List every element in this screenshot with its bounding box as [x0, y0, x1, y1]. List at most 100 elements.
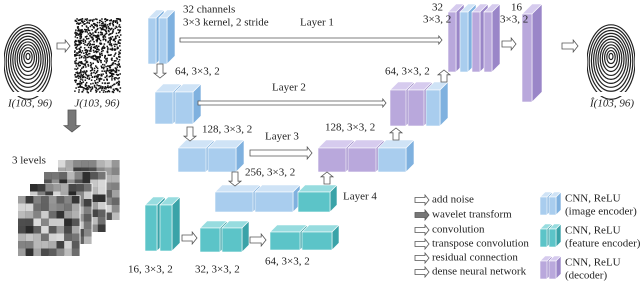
noise-dot — [95, 90, 98, 92]
noise-dot — [89, 70, 92, 72]
noise-dot — [75, 76, 78, 78]
noise-dot — [110, 38, 113, 40]
noise-dot — [107, 85, 109, 87]
wavelet-cell — [111, 197, 120, 205]
block-front — [214, 191, 254, 213]
noise-dot — [119, 65, 121, 68]
wavelet-cell — [104, 160, 112, 168]
layer-spec: 128, 3×3, 2 — [325, 122, 375, 134]
block-side — [166, 9, 176, 65]
noise-dot — [98, 85, 101, 87]
noise-dot — [116, 20, 118, 22]
image-label: J(103, 96) — [74, 98, 120, 110]
fingerprint-ridge — [606, 49, 616, 65]
noise-dot — [83, 71, 85, 74]
noise-dot — [81, 79, 84, 81]
noise-dot — [86, 18, 88, 20]
noise-dot — [100, 74, 102, 77]
noise-dot — [91, 55, 93, 58]
noise-dot — [96, 40, 98, 43]
noise-dot — [106, 51, 109, 54]
noise-dot — [85, 56, 87, 59]
noise-dot — [110, 19, 112, 21]
block-front — [539, 228, 548, 248]
noise-dot — [102, 25, 105, 27]
noise-dot — [115, 73, 118, 76]
wavelet-cell — [90, 224, 98, 232]
noise-dot — [115, 71, 118, 73]
noise-dot — [105, 70, 107, 72]
noise-dot — [107, 70, 109, 72]
noise-dot — [104, 86, 107, 88]
wavelet-cell — [111, 175, 120, 183]
noise-dot — [103, 89, 105, 92]
wavelet-cell — [104, 197, 112, 205]
noise-dot — [112, 30, 114, 32]
noise-dot — [113, 60, 116, 62]
noise-dot — [88, 85, 91, 88]
noise-dot — [79, 43, 81, 46]
noise-dot — [95, 18, 97, 20]
wavelet-cell — [53, 184, 61, 192]
wavelet-cell — [64, 233, 72, 241]
arrow — [501, 36, 517, 52]
wavelet-cell — [64, 203, 72, 211]
noise-dot — [118, 18, 120, 21]
noise-dot — [119, 56, 121, 58]
noise-dot — [92, 32, 94, 34]
noise-dot — [98, 49, 100, 51]
noise-dot — [110, 43, 112, 46]
wavelet-cell — [68, 184, 77, 192]
noise-dot — [119, 26, 122, 28]
noise-dot — [104, 18, 107, 20]
image-label: Î(103, 96) — [589, 98, 634, 110]
noise-dot — [79, 64, 81, 67]
wavelet-cell — [76, 191, 84, 199]
wavelet-cell — [25, 196, 34, 204]
arrow — [414, 193, 430, 207]
noise-dot — [89, 40, 92, 42]
noise-dot — [106, 90, 109, 93]
noise-dot — [100, 50, 103, 53]
noise-dot — [114, 48, 116, 50]
noise-dot — [79, 76, 82, 79]
noise-dot — [104, 91, 107, 93]
noise-dot — [77, 63, 79, 65]
wavelet-cell — [41, 233, 49, 241]
noise-dot — [111, 75, 114, 78]
block-front — [483, 11, 493, 73]
noise-dot — [84, 59, 86, 62]
image-label: I(103, 96) — [7, 98, 52, 110]
noise-dot — [96, 36, 98, 39]
noise-dot — [75, 33, 77, 36]
noise-dot — [78, 61, 80, 64]
wavelet-cell — [41, 211, 49, 219]
noise-dot — [100, 87, 102, 89]
block-front — [317, 147, 347, 173]
noise-dot — [114, 70, 116, 73]
noise-dot — [84, 41, 87, 43]
noise-dot — [89, 86, 92, 89]
noise-dot — [106, 82, 109, 85]
block-front — [144, 204, 158, 252]
noise-dot — [82, 30, 84, 33]
noise-dot — [78, 83, 81, 85]
noise-dot — [76, 71, 79, 73]
wavelet-cell — [96, 167, 105, 175]
noise-dot — [109, 48, 112, 50]
noise-dot — [81, 29, 83, 31]
noise-dot — [98, 56, 100, 58]
noise-dot — [78, 29, 81, 32]
noise-dot — [88, 77, 91, 79]
noise-dot — [118, 53, 120, 56]
legend-text: transpose convolution — [432, 238, 529, 250]
noise-dot — [91, 76, 94, 78]
noise-dot — [75, 63, 77, 65]
fingerprint-ridge — [14, 38, 42, 80]
noise-dot — [96, 57, 98, 60]
noise-dot — [78, 75, 81, 78]
wavelet-cell — [56, 248, 65, 256]
layer-spec: 64, 3×3, 2 — [175, 66, 220, 78]
noise-dot — [101, 18, 103, 20]
